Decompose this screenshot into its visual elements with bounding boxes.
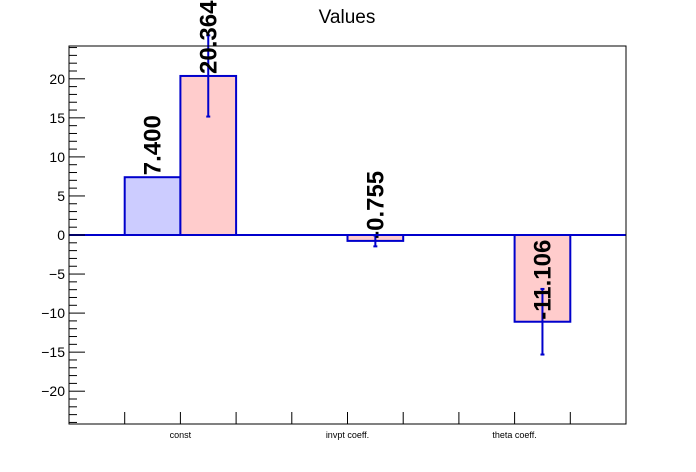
x-tick-label: invpt coeff.	[326, 430, 369, 440]
y-tick-label: −20	[41, 383, 65, 399]
y-tick-label: −10	[41, 305, 65, 321]
data-label: 7.400	[140, 115, 167, 175]
axes: −20 −15 −10 −5 0 5 10 15 20 const invpt coeff. thet…	[41, 45, 627, 440]
x-tick-label: theta coeff.	[492, 430, 536, 440]
y-tick-label: 15	[49, 110, 65, 126]
y-tick-label: 0	[57, 227, 65, 243]
data-label: 20.364	[195, 0, 222, 74]
data-label: -0.755	[362, 171, 389, 239]
y-tick-label: 10	[49, 149, 65, 165]
x-tick-label: const	[170, 430, 192, 440]
chart-title: Values	[319, 7, 376, 28]
plot-area: 7.400 20.364 -0.755 -11.106	[69, 0, 626, 356]
y-tick-label: 5	[57, 188, 65, 204]
data-label: -11.106	[529, 240, 556, 320]
y-tick-label: −15	[41, 344, 65, 360]
y-tick-label: 20	[49, 71, 65, 87]
y-tick-label: −5	[49, 266, 65, 282]
bar	[123, 176, 182, 236]
